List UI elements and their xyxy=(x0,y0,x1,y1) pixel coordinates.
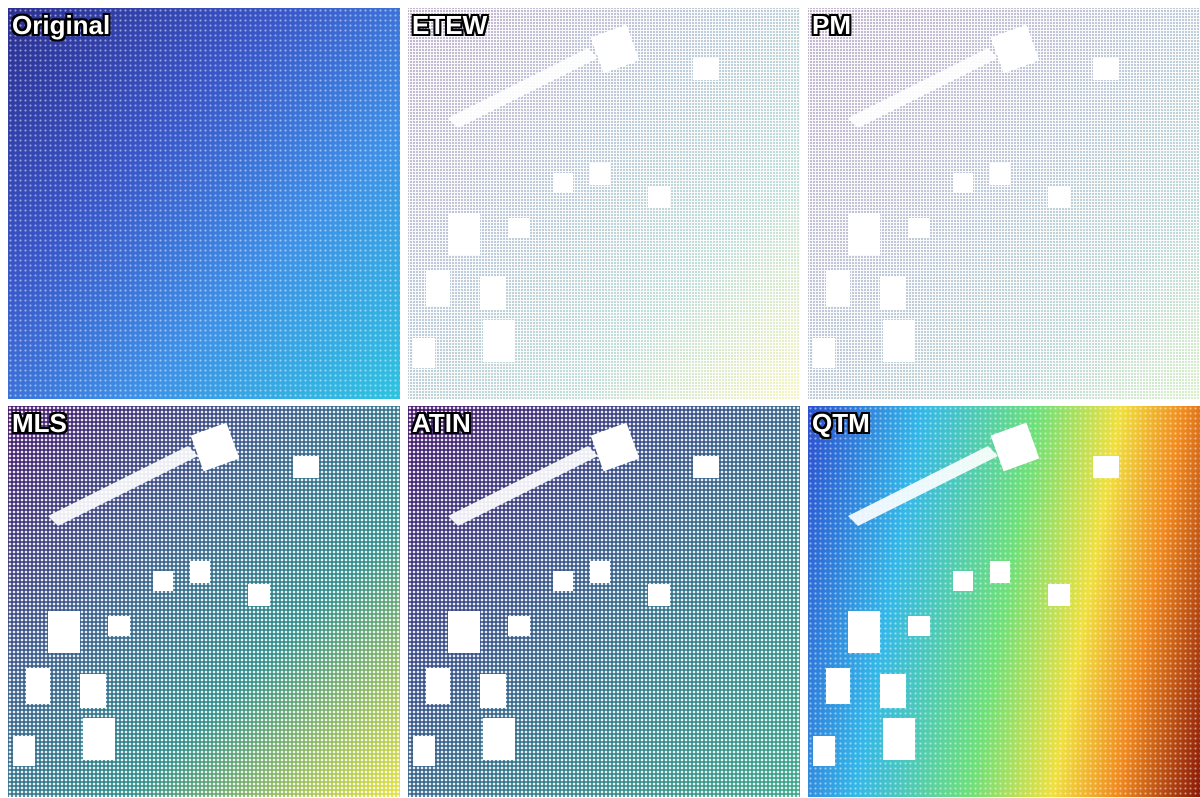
panel-pm: PM xyxy=(808,8,1200,399)
texture xyxy=(8,8,400,399)
panel-label: Original xyxy=(12,10,110,41)
buildings xyxy=(408,8,800,399)
buildings xyxy=(8,406,400,797)
buildings xyxy=(808,8,1200,399)
panel-label: ETEW xyxy=(412,10,487,41)
panel-label: PM xyxy=(812,10,851,41)
panel-qtm: QTM xyxy=(808,406,1200,797)
figure: Original ETEW PM xyxy=(0,0,1200,798)
panel-label: MLS xyxy=(12,408,67,439)
buildings xyxy=(808,406,1200,797)
buildings xyxy=(408,406,800,797)
panel-original: Original xyxy=(8,8,400,399)
panel-mls: MLS xyxy=(8,406,400,797)
panel-label: ATIN xyxy=(412,408,471,439)
panel-label: QTM xyxy=(812,408,870,439)
panel-atin: ATIN xyxy=(408,406,800,797)
panel-etew: ETEW xyxy=(408,8,800,399)
